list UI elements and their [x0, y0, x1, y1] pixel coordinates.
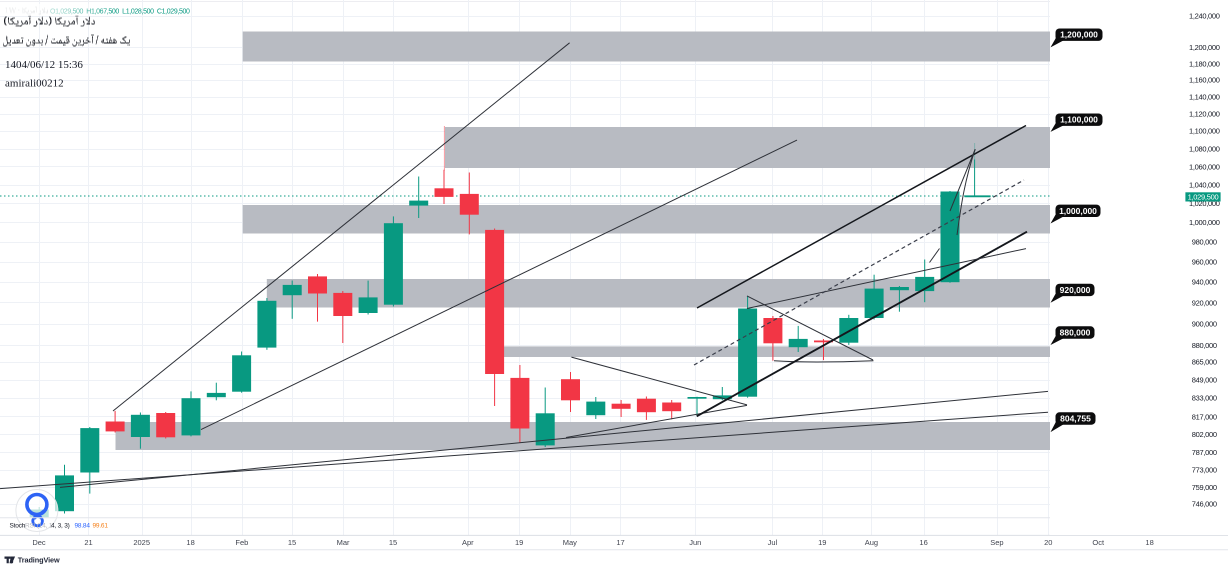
svg-text:849,000: 849,000 [1192, 375, 1217, 384]
svg-text:May: May [563, 538, 577, 547]
svg-text:Jun: Jun [689, 538, 701, 547]
svg-text:19: 19 [515, 538, 523, 547]
svg-text:865,000: 865,000 [1192, 358, 1217, 367]
svg-text:18: 18 [186, 538, 194, 547]
svg-text:Apr: Apr [462, 538, 474, 547]
svg-text:4, 3, 3): 4, 3, 3) [51, 523, 70, 530]
svg-text:99.61: 99.61 [93, 523, 109, 530]
svg-text:Sep: Sep [990, 538, 1003, 547]
svg-text:1,120,000: 1,120,000 [1189, 109, 1220, 118]
svg-text:817,000: 817,000 [1192, 412, 1217, 421]
svg-text:1,080,000: 1,080,000 [1189, 144, 1220, 153]
svg-text:1404/06/12 15:36: 1404/06/12 15:36 [5, 59, 83, 71]
svg-text:804,755: 804,755 [1060, 414, 1091, 424]
svg-text:1,160,000: 1,160,000 [1189, 76, 1220, 85]
svg-text:Stoch: Stoch [10, 523, 26, 530]
svg-text:16: 16 [919, 538, 927, 547]
svg-text:Oct: Oct [1092, 538, 1105, 547]
svg-text:19: 19 [818, 538, 826, 547]
svg-text:759,000: 759,000 [1192, 483, 1217, 492]
svg-text:1,140,000: 1,140,000 [1189, 92, 1220, 101]
svg-text:Aug: Aug [865, 538, 878, 547]
svg-text:1,100,000: 1,100,000 [1189, 127, 1220, 136]
svg-text:773,000: 773,000 [1192, 465, 1217, 474]
svg-text:18: 18 [1145, 538, 1153, 547]
svg-text:15: 15 [389, 538, 397, 547]
svg-text:amirali00212: amirali00212 [5, 78, 64, 90]
svg-text:940,000: 940,000 [1192, 278, 1217, 287]
svg-text:1,200,000: 1,200,000 [1189, 43, 1220, 52]
svg-text:TradingView: TradingView [18, 555, 60, 564]
svg-text:746,000: 746,000 [1192, 500, 1217, 509]
svg-text:1,000,000: 1,000,000 [1189, 218, 1220, 227]
svg-text:Jul: Jul [768, 538, 778, 547]
svg-text:1,029,500: 1,029,500 [1188, 193, 1219, 202]
svg-text:880,000: 880,000 [1192, 341, 1217, 350]
svg-text:1,240,000: 1,240,000 [1189, 12, 1220, 21]
svg-text:98.84: 98.84 [75, 523, 91, 530]
svg-text:920,000: 920,000 [1192, 298, 1217, 307]
svg-text:Feb: Feb [235, 538, 248, 547]
svg-text:920,000: 920,000 [1060, 285, 1091, 295]
svg-text:17: 17 [616, 538, 624, 547]
svg-text:880,000: 880,000 [1060, 328, 1091, 338]
svg-text:Dec: Dec [32, 538, 46, 547]
svg-text:900,000: 900,000 [1192, 319, 1217, 328]
svg-text:20: 20 [1044, 538, 1052, 547]
svg-text:960,000: 960,000 [1192, 257, 1217, 266]
svg-text:1,200,000: 1,200,000 [1060, 30, 1098, 40]
svg-text:2025: 2025 [133, 538, 150, 547]
svg-text:1,040,000: 1,040,000 [1189, 181, 1220, 190]
svg-text:O1,029,500 H1,067,500 L1,028: O1,029,500 H1,067,500 L1,028,500 C1,029,… [50, 9, 190, 16]
svg-text:980,000: 980,000 [1192, 238, 1217, 247]
svg-text:15: 15 [288, 538, 296, 547]
svg-text:1,000,000: 1,000,000 [1059, 206, 1097, 216]
svg-text:1,100,000: 1,100,000 [1060, 115, 1098, 125]
svg-text:802,000: 802,000 [1192, 430, 1217, 439]
svg-text:21: 21 [84, 538, 92, 547]
svg-text:1,060,000: 1,060,000 [1189, 162, 1220, 171]
svg-text:1,180,000: 1,180,000 [1189, 59, 1220, 68]
svg-text:RSI (14, 1: RSI (14, 1 [25, 523, 53, 530]
svg-text:Mar: Mar [337, 538, 350, 547]
svg-text:787,000: 787,000 [1192, 448, 1217, 457]
svg-text:1,020,000: 1,020,000 [1189, 199, 1220, 208]
svg-text:833,000: 833,000 [1192, 394, 1217, 403]
